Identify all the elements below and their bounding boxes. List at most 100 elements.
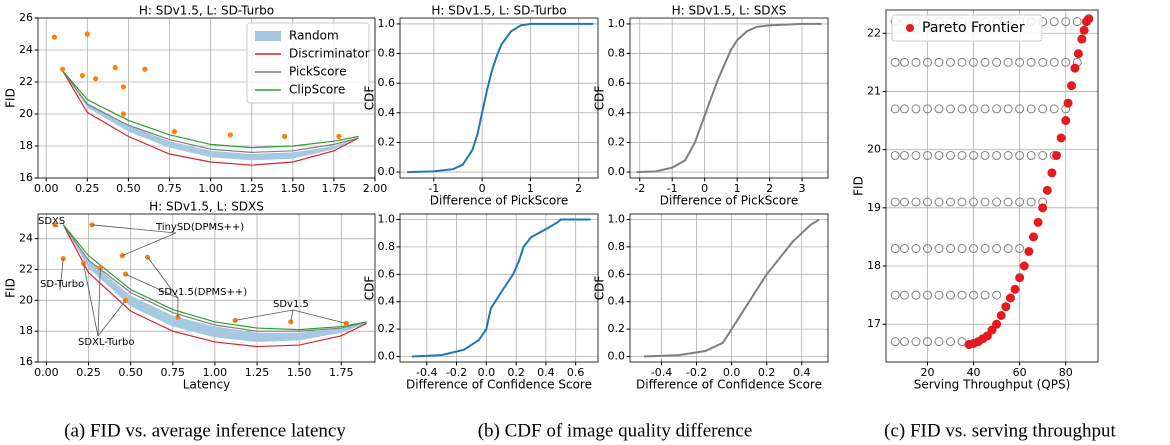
scatter-point (957, 150, 967, 160)
axes-frame (629, 17, 829, 179)
x-tick-label: 3 (799, 182, 806, 195)
line (411, 218, 591, 358)
y-axis-label: CDF (593, 86, 607, 111)
chart-title: H: SDv1.5, L: SD-Turbo (431, 4, 566, 18)
scatter-point (946, 197, 956, 207)
x-tick-label: -1 (667, 182, 678, 195)
scatter-point (911, 197, 921, 207)
scatter-point (1015, 57, 1025, 67)
legend-label: ClipScore (289, 83, 345, 97)
y-tick-label: 16 (19, 355, 33, 368)
scatter-point (922, 337, 932, 347)
x-tick-label: 0.4 (793, 366, 811, 379)
x-tick-label: 0.2 (507, 366, 525, 379)
y-tick-label: 0.8 (378, 47, 396, 60)
plot-area (411, 218, 591, 358)
x-tick-label: -0.2 (446, 366, 467, 379)
y-tick-label: 24 (19, 43, 33, 56)
scatter-point (922, 290, 932, 300)
scatter-point (1003, 57, 1013, 67)
scatter-point (1061, 17, 1071, 27)
scatter-point (1072, 17, 1082, 27)
chart: -1 0 1 2 0.0 0.2 0.4 0.6 0.8 1.0 H: SDv1.5, L: SD-… (363, 4, 599, 208)
scatter-point (1003, 150, 1013, 160)
scatter-point (1015, 273, 1025, 283)
scatter-point (890, 104, 900, 114)
annotation: SDXL-Turbo (78, 337, 135, 348)
scatter-point (922, 244, 932, 254)
y-axis-label: CDF (593, 276, 607, 301)
scatter-point (899, 57, 909, 67)
x-tick-label: 0.00 (34, 366, 59, 379)
x-tick-label: 2.00 (363, 182, 388, 195)
scatter-point (1056, 133, 1066, 143)
x-tick-label: 1 (527, 182, 534, 195)
x-tick-label: 2 (575, 182, 582, 195)
scatter-point (1015, 104, 1025, 114)
scatter-point (980, 197, 990, 207)
y-tick-label: 1.0 (608, 212, 626, 225)
scatter-point (1015, 197, 1025, 207)
x-tick-label: 1.75 (329, 366, 354, 379)
x-tick-label: 1.25 (245, 366, 270, 379)
annotation: SDv1.5 (273, 299, 309, 310)
data-point (142, 66, 148, 72)
y-tick-label: 0.2 (378, 322, 396, 335)
legend-swatch (255, 31, 281, 41)
scatter-point (957, 197, 967, 207)
chart: 20 40 60 80 17 18 19 20 21 22 Serving Throughput (… (852, 9, 1099, 392)
scatter-point (946, 290, 956, 300)
annotation: TinySD(DPMS++) (155, 222, 244, 233)
scatter-point (982, 331, 992, 341)
scatter-point (890, 150, 900, 160)
y-tick-label: 24 (19, 232, 33, 245)
annotation-arrow (54, 224, 59, 228)
x-tick-label: 0.75 (161, 366, 186, 379)
scatter-point (934, 150, 944, 160)
data-point (171, 129, 178, 135)
y-tick-label: 17 (867, 317, 881, 330)
scatter-point (946, 244, 956, 254)
y-tick-label: 0.0 (608, 165, 626, 178)
scatter-point (934, 197, 944, 207)
scatter-point (992, 319, 1002, 329)
scatter-point (946, 150, 956, 160)
line (636, 22, 822, 174)
line (62, 70, 359, 154)
annotation: SDXS (38, 216, 65, 227)
y-tick-label: 0.4 (608, 106, 626, 119)
y-tick-label: 18 (867, 259, 881, 272)
x-tick-label: 0.00 (34, 182, 59, 195)
x-axis-label: Difference of PickScore (430, 194, 569, 208)
x-tick-label: 0.0 (723, 366, 741, 379)
chart: 0.00 0.25 0.50 0.75 1.00 1.25 1.50 1.75 2.00 16 18… (4, 4, 388, 196)
scatter-point (1003, 104, 1013, 114)
axes-frame (37, 17, 376, 179)
chart: 0.00 0.25 0.50 0.75 1.00 1.25 1.50 1.75 16 18 20 22… (4, 200, 376, 392)
scatter-point (911, 150, 921, 160)
scatter-point (899, 104, 909, 114)
x-tick-label: 1.75 (322, 182, 347, 195)
scatter-point (992, 290, 1002, 300)
scatter-point (911, 337, 921, 347)
plot-area (636, 22, 822, 174)
y-axis-label: FID (852, 176, 866, 196)
chart: -0.4 -0.2 0.0 0.2 0.4 0.0 0.2 0.4 0.6 0.8 1.0 Diffe… (593, 212, 829, 392)
scatter-point (922, 197, 932, 207)
x-tick-label: -0.4 (416, 366, 437, 379)
chart-title: H: SDv1.5, L: SDXS (149, 200, 264, 214)
scatter-point (1019, 261, 1029, 271)
y-tick-label: 22 (867, 26, 881, 39)
scatter-point (987, 325, 997, 335)
x-axis-label: Latency (183, 378, 230, 392)
scatter-point (1049, 57, 1059, 67)
scatter-point (899, 197, 909, 207)
x-tick-label: 0.2 (758, 366, 776, 379)
x-tick-label: -0.4 (651, 366, 672, 379)
annotation-arrow (292, 309, 347, 324)
scatter-point (957, 290, 967, 300)
y-tick-label: 21 (867, 84, 881, 97)
y-tick-label: 0.2 (608, 135, 626, 148)
axes-frame (399, 213, 599, 363)
